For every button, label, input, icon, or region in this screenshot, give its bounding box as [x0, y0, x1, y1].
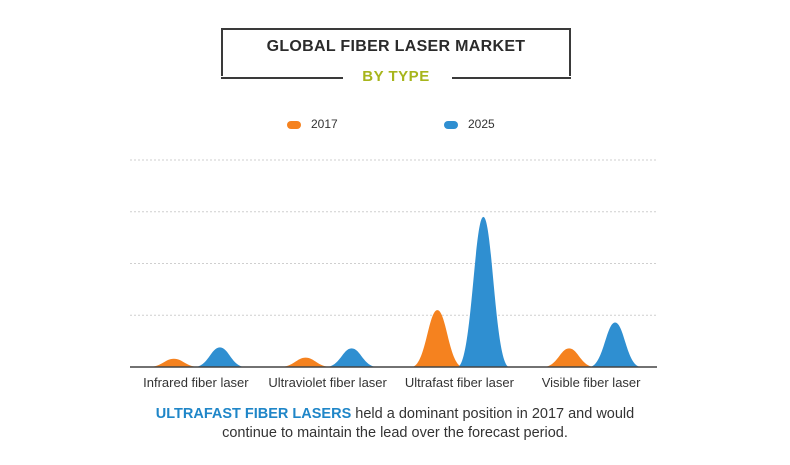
legend-label-2025: 2025 [468, 117, 495, 131]
caption-line1: held a dominant position in 2017 and wou… [351, 406, 635, 422]
peak-2017-1 [279, 357, 332, 367]
caption-highlight: ULTRAFAST FIBER LASERS [155, 406, 352, 422]
peak-2017-3 [543, 348, 596, 367]
x-tick-label: Ultraviolet fiber laser [268, 375, 387, 390]
legend-item-2017: 2017 [287, 117, 338, 131]
peak-2025-3 [589, 322, 642, 367]
peak-2025-2 [457, 216, 510, 367]
legend-item-2025: 2025 [444, 117, 495, 131]
peak-2017-0 [147, 358, 200, 367]
legend-swatch-2025 [444, 120, 458, 129]
title-frame [221, 28, 571, 76]
x-tick-label: Infrared fiber laser [143, 375, 249, 390]
caption-line2: continue to maintain the lead over the f… [222, 425, 568, 441]
peak-2017-2 [411, 310, 464, 367]
chart-plot: Infrared fiber laser Ultraviolet fiber la… [130, 159, 657, 390]
peak-2025-0 [193, 347, 246, 367]
x-tick-label: Ultrafast fiber laser [405, 375, 515, 390]
title-frame-bottom-right [452, 77, 571, 79]
peak-2025-1 [325, 348, 378, 367]
chart-title: GLOBAL FIBER LASER MARKET [266, 38, 526, 55]
chart-subtitle: BY TYPE [362, 68, 430, 85]
legend-swatch-2017 [287, 120, 301, 129]
title-frame-bottom-left [221, 77, 343, 79]
x-tick-label: Visible fiber laser [542, 375, 641, 390]
legend-label-2017: 2017 [311, 117, 338, 131]
caption: ULTRAFAST FIBER LASERS held a dominant p… [0, 405, 790, 443]
